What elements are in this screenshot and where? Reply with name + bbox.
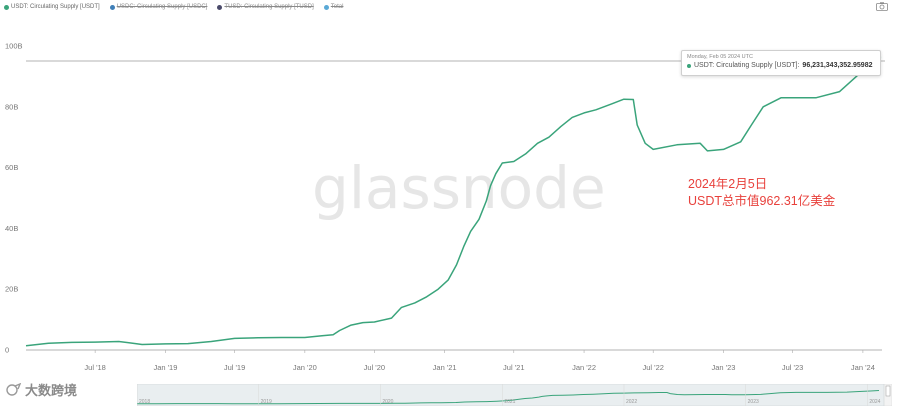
navigator-selection[interactable] (137, 384, 885, 406)
tooltip: Monday, Feb 05 2024 UTC USDT: Circulatin… (681, 50, 881, 76)
x-tick-label: Jul '21 (503, 363, 524, 372)
brand-mark-icon (6, 382, 22, 396)
legend-label: TUSD: Circulating Supply [TUSD] (224, 4, 314, 10)
watermark: glassnode (312, 154, 606, 222)
legend-item-3[interactable]: Total (323, 4, 344, 10)
tooltip-date: Monday, Feb 05 2024 UTC (687, 54, 753, 60)
y-tick-label: 40B (5, 224, 18, 233)
legend-dot-icon (4, 4, 9, 10)
x-tick-label: Jul '20 (364, 363, 385, 372)
legend-item-1[interactable]: USDC: Circulating Supply [USDC] (109, 4, 208, 10)
navigator-year-label: 2024 (869, 399, 880, 405)
navigator-year-label: 2023 (748, 399, 759, 405)
x-tick-label: Jul '23 (782, 363, 803, 372)
x-tick-label: Jan '24 (851, 363, 875, 372)
legend-item-2[interactable]: TUSD: Circulating Supply [TUSD] (217, 4, 314, 10)
x-tick-label: Jul '18 (84, 363, 105, 372)
navigator-right-handle[interactable] (885, 385, 891, 397)
tooltip-row: USDT: Circulating Supply [USDT]: 96,231,… (687, 61, 875, 71)
x-tick-label: Jan '20 (293, 363, 317, 372)
tooltip-series-label: USDT: Circulating Supply [USDT]: (694, 62, 800, 69)
legend-dot-icon (323, 4, 329, 10)
range-navigator[interactable]: 2018 2019 2020 2021 2022 2023 2024 (137, 384, 892, 406)
y-tick-label: 60B (5, 163, 18, 172)
x-tick-label: Jan '21 (433, 363, 457, 372)
legend-label: USDC: Circulating Supply [USDC] (116, 4, 208, 10)
legend-label: Total (330, 4, 344, 10)
chart-legend: USDT: Circulating Supply [USDT] USDC: Cir… (4, 2, 343, 12)
navigator-year-label: 2018 (139, 399, 150, 405)
y-tick-label: 80B (5, 102, 18, 111)
brand-logo: 大数跨境 (6, 380, 77, 399)
navigator-years: 2018 2019 2020 2021 2022 2023 2024 (137, 384, 881, 406)
x-tick-label: Jan '23 (712, 363, 736, 372)
annotation: 2024年2月5日 USDT总市值962.31亿美金 (688, 176, 835, 210)
legend-label: USDT: Circulating Supply [USDT] (11, 4, 100, 10)
tooltip-series-dot (687, 64, 691, 68)
x-tick-label: Jul '22 (642, 363, 663, 372)
x-tick-label: Jan '22 (572, 363, 596, 372)
legend-dot-icon (217, 4, 223, 10)
camera-icon[interactable] (876, 2, 888, 11)
x-tick-label: Jul '19 (224, 363, 245, 372)
tooltip-value: 96,231,343,352.95982 (802, 62, 873, 69)
navigator-year-label: 2022 (626, 399, 637, 405)
annotation-text: USDT总市值962.31亿美金 (688, 194, 836, 208)
navigator-year-label: 2020 (382, 399, 393, 405)
x-axis: Jul '18 Jan '19 Jul '19 Jan '20 Jul '20 Jan '… (84, 350, 875, 372)
y-axis: 0 20B 40B 60B 80B 100B (5, 42, 23, 355)
navigator-year-label: 2019 (261, 399, 272, 405)
navigator-year-label: 2021 (504, 399, 515, 405)
x-tick-label: Jan '19 (153, 363, 177, 372)
y-tick-label: 0 (5, 346, 9, 355)
y-tick-label: 100B (5, 42, 23, 51)
y-tick-label: 20B (5, 285, 18, 294)
usdt-supply-line (25, 56, 877, 347)
legend-item-0[interactable]: USDT: Circulating Supply [USDT] (4, 4, 100, 10)
brand-name: 大数跨境 (25, 383, 78, 398)
navigator-line (137, 390, 880, 405)
annotation-date: 2024年2月5日 (688, 177, 768, 191)
legend-dot-icon (109, 4, 115, 10)
